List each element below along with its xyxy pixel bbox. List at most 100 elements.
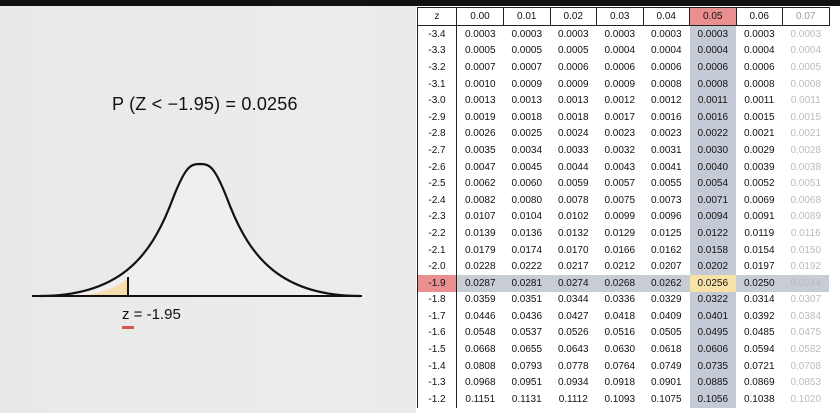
table-cell: 0.0351 [511, 294, 543, 306]
table-cell: 0.0040 [689, 158, 736, 176]
table-cell: 0.0004 [604, 45, 636, 57]
table-row: -2.3 0.0107 0.0104 0.0102 0.0099 0.0096 0.0094… [417, 208, 830, 226]
table-cell: 0.0192 [790, 261, 822, 273]
table-cell: 0.1075 [650, 393, 682, 405]
table-cell: 0.0262 [643, 274, 690, 292]
table-cell: 0.0749 [650, 360, 682, 372]
table-cell: 0.0006 [557, 61, 589, 73]
table-cell: 0.0446 [464, 310, 496, 322]
table-cell: 0.0021 [790, 128, 822, 140]
table-cell: 0.0129 [604, 227, 636, 239]
table-cell: 0.0008 [650, 78, 682, 90]
table-cell: 0.0009 [557, 78, 589, 90]
table-cell: 0.0107 [464, 211, 496, 223]
column-header: 0.07 [782, 7, 830, 26]
distribution-panel: P (Z < −1.95) = 0.0256 z = -1.95 [0, 6, 416, 413]
table-cell: 0.0207 [650, 261, 682, 273]
column-header: 0.06 [735, 7, 783, 26]
table-cell: 0.0359 [464, 294, 496, 306]
table-cell: 0.0035 [464, 144, 496, 156]
table-cell: 0.0043 [604, 161, 636, 173]
table-cell: 0.0024 [557, 128, 589, 140]
table-cell: 0.0764 [604, 360, 636, 372]
table-cell: 0.0314 [743, 294, 775, 306]
row-z-value: -3.3 [417, 42, 457, 60]
table-cell: 0.0078 [557, 194, 589, 206]
table-cell: 0.0008 [743, 78, 775, 90]
table-row: -1.9 0.0287 0.0281 0.0274 0.0268 0.0262 0.0256… [417, 274, 829, 292]
z-table: z 0.00 0.01 0.02 0.03 0.04 0.05 0.06 0.07 -3.4 0.… [417, 7, 830, 408]
table-cell: 0.0162 [650, 244, 682, 256]
table-row: -3.2 0.0007 0.0007 0.0006 0.0006 0.0006 0.0006… [417, 59, 830, 76]
z-table-panel: z 0.00 0.01 0.02 0.03 0.04 0.05 0.06 0.07 -3.4 0.… [416, 6, 840, 413]
table-cell: 0.0217 [557, 261, 589, 273]
table-row: -2.7 0.0035 0.0034 0.0033 0.0032 0.0031 0.0030… [417, 142, 830, 159]
table-cell: 0.0005 [511, 45, 543, 57]
table-cell: 0.0212 [604, 261, 636, 273]
table-cell: 0.0082 [464, 194, 496, 206]
table-cell: 0.0047 [464, 161, 496, 173]
table-cell: 0.0392 [743, 310, 775, 322]
table-cell: 0.0179 [464, 244, 496, 256]
table-cell: 0.0132 [557, 227, 589, 239]
table-row: -1.6 0.0548 0.0537 0.0526 0.0516 0.0505 0.0495… [417, 324, 830, 342]
table-cell: 0.0057 [604, 178, 636, 190]
table-cell: 0.0793 [511, 360, 543, 372]
table-cell: 0.0032 [604, 144, 636, 156]
table-cell: 0.0026 [464, 128, 496, 140]
table-cell: 0.0329 [650, 294, 682, 306]
table-cell: 0.0006 [689, 59, 736, 76]
table-cell: 0.0968 [464, 377, 496, 389]
row-z-value: -2.3 [417, 208, 457, 226]
table-row: -1.2 0.1151 0.1131 0.1112 0.1093 0.1075 0.1056… [417, 391, 830, 408]
table-cell: 0.0059 [557, 178, 589, 190]
table-cell: 0.0012 [604, 95, 636, 107]
normal-curve [39, 162, 361, 298]
row-z-value: -1.9 [417, 274, 457, 292]
table-cell: 0.0174 [511, 244, 543, 256]
table-cell: 0.0003 [604, 28, 636, 40]
table-cell: 0.0268 [596, 274, 643, 292]
row-z-value: -2.2 [417, 225, 457, 242]
table-cell: 0.0013 [464, 95, 496, 107]
table-cell: 0.0054 [689, 175, 736, 192]
table-cell: 0.0004 [790, 45, 822, 57]
table-cell: 0.0060 [511, 178, 543, 190]
table-cell: 0.0668 [464, 344, 496, 356]
table-cell: 0.0023 [650, 128, 682, 140]
table-row: -3.4 0.0003 0.0003 0.0003 0.0003 0.0003 0.0003… [417, 25, 830, 43]
table-cell: 0.0307 [790, 294, 822, 306]
table-cell: 0.0051 [790, 178, 822, 190]
row-z-value: -1.7 [417, 308, 457, 325]
table-cell: 0.0031 [650, 144, 682, 156]
row-z-value: -2.5 [417, 175, 457, 192]
table-cell: 0.0139 [464, 227, 496, 239]
table-row: -2.6 0.0047 0.0045 0.0044 0.0043 0.0041 0.0040… [417, 158, 830, 176]
table-cell: 0.0003 [511, 28, 543, 40]
row-z-value: -3.0 [417, 92, 457, 109]
table-cell: 0.0197 [743, 261, 775, 273]
table-cell: 0.0526 [557, 327, 589, 339]
table-cell: 0.0019 [464, 111, 496, 123]
table-row: -2.0 0.0228 0.0222 0.0217 0.0212 0.0207 0.0202… [417, 258, 830, 275]
table-cell: 0.0721 [743, 360, 775, 372]
table-cell: 0.0003 [464, 28, 496, 40]
table-cell: 0.0003 [557, 28, 589, 40]
table-cell: 0.0244 [782, 274, 829, 292]
table-cell: 0.0004 [650, 45, 682, 57]
column-header: 0.01 [503, 7, 551, 26]
column-header: 0.02 [549, 7, 597, 26]
row-z-value: -2.9 [417, 108, 457, 126]
table-cell: 0.0618 [650, 344, 682, 356]
table-cell: 0.0007 [511, 61, 543, 73]
table-cell: 0.0069 [743, 194, 775, 206]
row-z-value: -2.1 [417, 241, 457, 259]
table-cell: 0.0034 [511, 144, 543, 156]
row-z-value: -1.4 [417, 357, 457, 375]
normal-curve-plot [32, 162, 362, 298]
table-cell: 0.0122 [689, 225, 736, 242]
table-cell: 0.0015 [790, 111, 822, 123]
table-cell: 0.0655 [511, 344, 543, 356]
table-cell: 0.0003 [743, 28, 775, 40]
row-z-value: -1.6 [417, 324, 457, 342]
